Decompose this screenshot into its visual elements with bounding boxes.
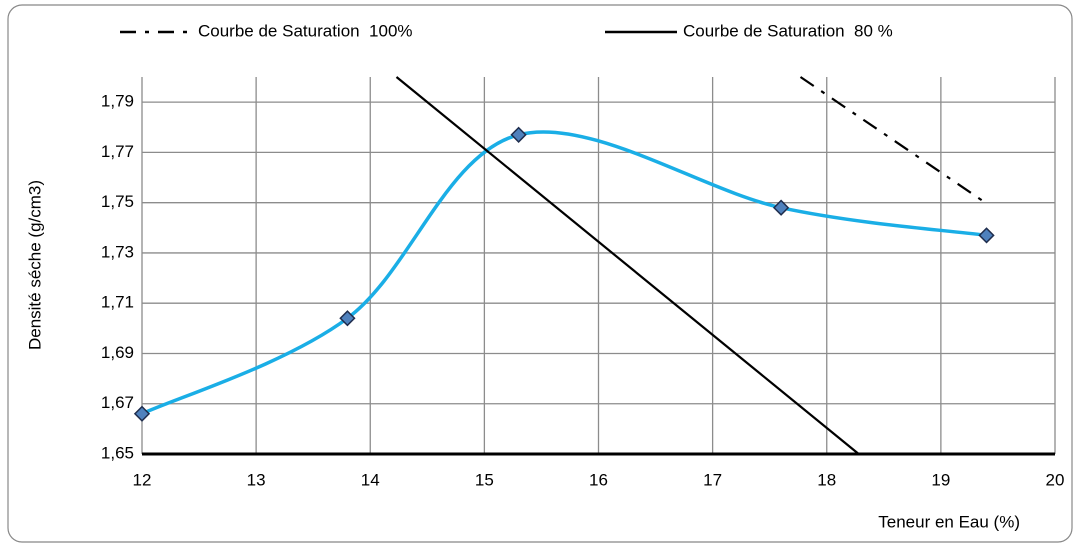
y-tick-label: 1,71 — [101, 293, 134, 312]
x-tick-label: 18 — [817, 470, 836, 489]
x-tick-label: 16 — [589, 470, 608, 489]
legend-label: Courbe de Saturation 100% — [198, 21, 413, 40]
y-tick-label: 1,73 — [101, 242, 134, 261]
y-tick-label: 1,77 — [101, 142, 134, 161]
y-axis-label: Densité séche (g/cm3) — [25, 180, 44, 350]
x-tick-label: 13 — [247, 470, 266, 489]
y-tick-label: 1,75 — [101, 192, 134, 211]
data-point — [510, 126, 527, 143]
x-tick-label: 15 — [475, 470, 494, 489]
x-tick-label: 12 — [133, 470, 152, 489]
x-tick-label: 20 — [1046, 470, 1065, 489]
x-axis-label: Teneur en Eau (%) — [878, 512, 1020, 531]
y-tick-label: 1,65 — [101, 443, 134, 462]
data-point — [978, 227, 995, 244]
y-tick-label: 1,67 — [101, 393, 134, 412]
data-point — [772, 199, 790, 216]
data-point — [339, 310, 356, 327]
x-tick-label: 14 — [361, 470, 380, 489]
data-point — [133, 405, 151, 422]
chart-frame — [7, 4, 1073, 543]
y-tick-label: 1,79 — [101, 92, 134, 111]
x-tick-label: 19 — [931, 470, 950, 489]
series-line — [395, 76, 860, 455]
legend-label: Courbe de Saturation 80 % — [683, 21, 893, 40]
x-tick-label: 17 — [703, 470, 722, 489]
y-tick-label: 1,69 — [101, 343, 134, 362]
